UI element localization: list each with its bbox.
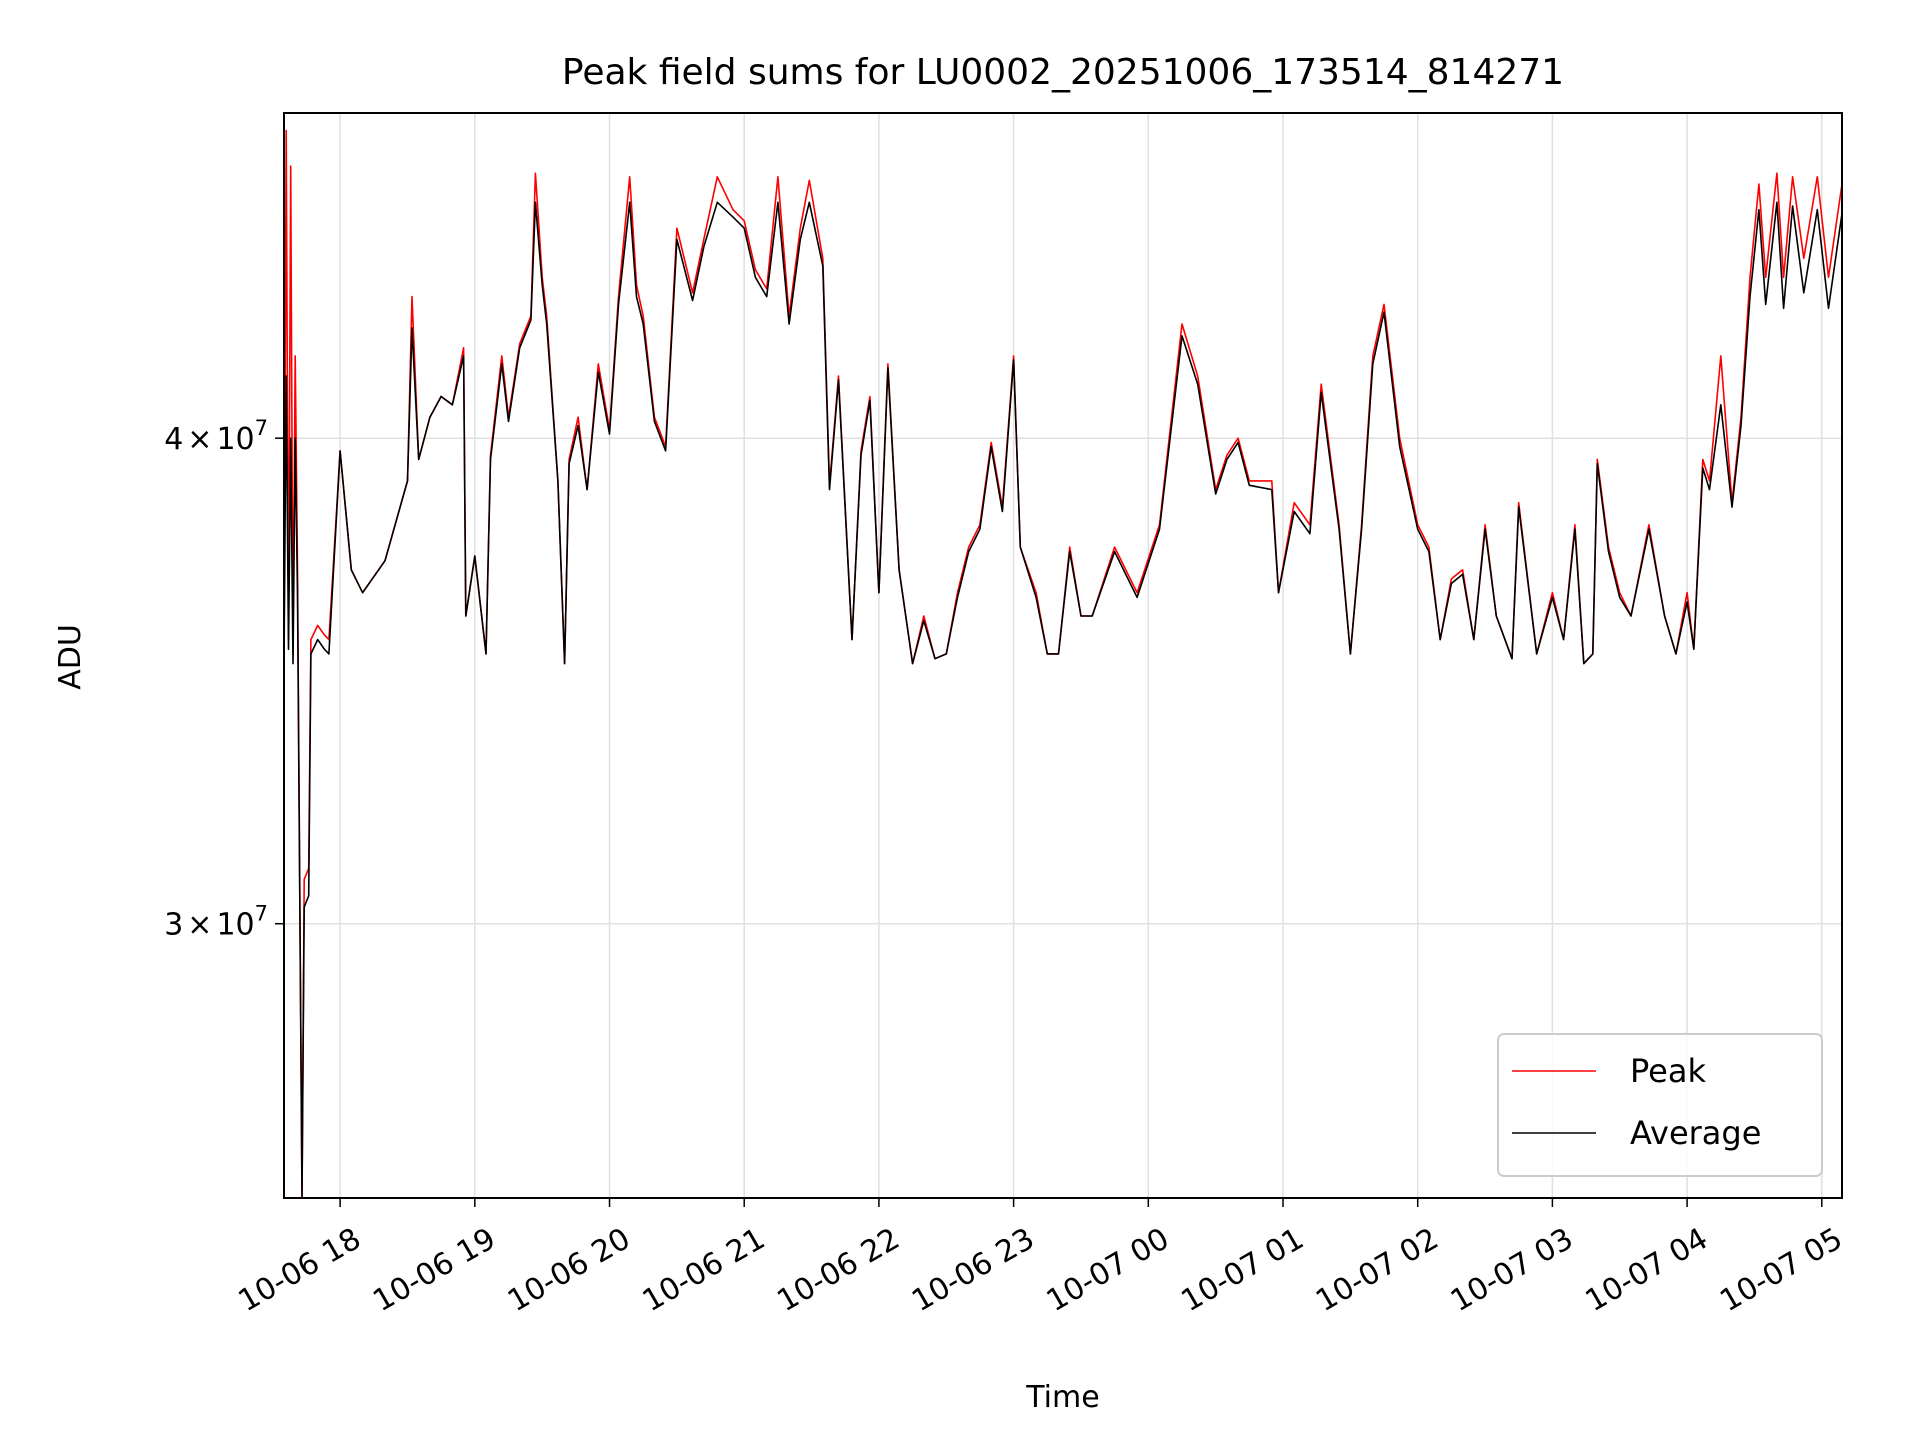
legend-average-label: Average: [1630, 1114, 1761, 1152]
grid: [284, 113, 1842, 1198]
series-lines: [284, 129, 1842, 1198]
y-tick-times: ×: [187, 908, 212, 943]
y-tick-times: ×: [187, 422, 212, 457]
chart-title: Peak field sums for LU0002_20251006_1735…: [562, 52, 1564, 93]
y-tick-mantissa: 3: [164, 908, 183, 943]
legend-peak-label: Peak: [1630, 1052, 1706, 1090]
legend-box: [1497, 1033, 1823, 1177]
y-tick-mantissa: 4: [164, 422, 183, 457]
series-line-average: [284, 201, 1842, 1198]
y-tick-exponent: 7: [255, 902, 268, 926]
y-tick-label: 4 × 107: [164, 416, 268, 457]
plot-frame: [283, 112, 1843, 1199]
y-tick-base: 10: [216, 908, 254, 943]
x-axis-label: Time: [1025, 1380, 1099, 1415]
y-tick-base: 10: [216, 422, 254, 457]
y-axis-label: ADU: [53, 624, 88, 690]
y-tick-label: 3 × 107: [164, 902, 268, 943]
legend: Peak Average: [1497, 1033, 1823, 1177]
y-tick-exponent: 7: [255, 416, 268, 440]
